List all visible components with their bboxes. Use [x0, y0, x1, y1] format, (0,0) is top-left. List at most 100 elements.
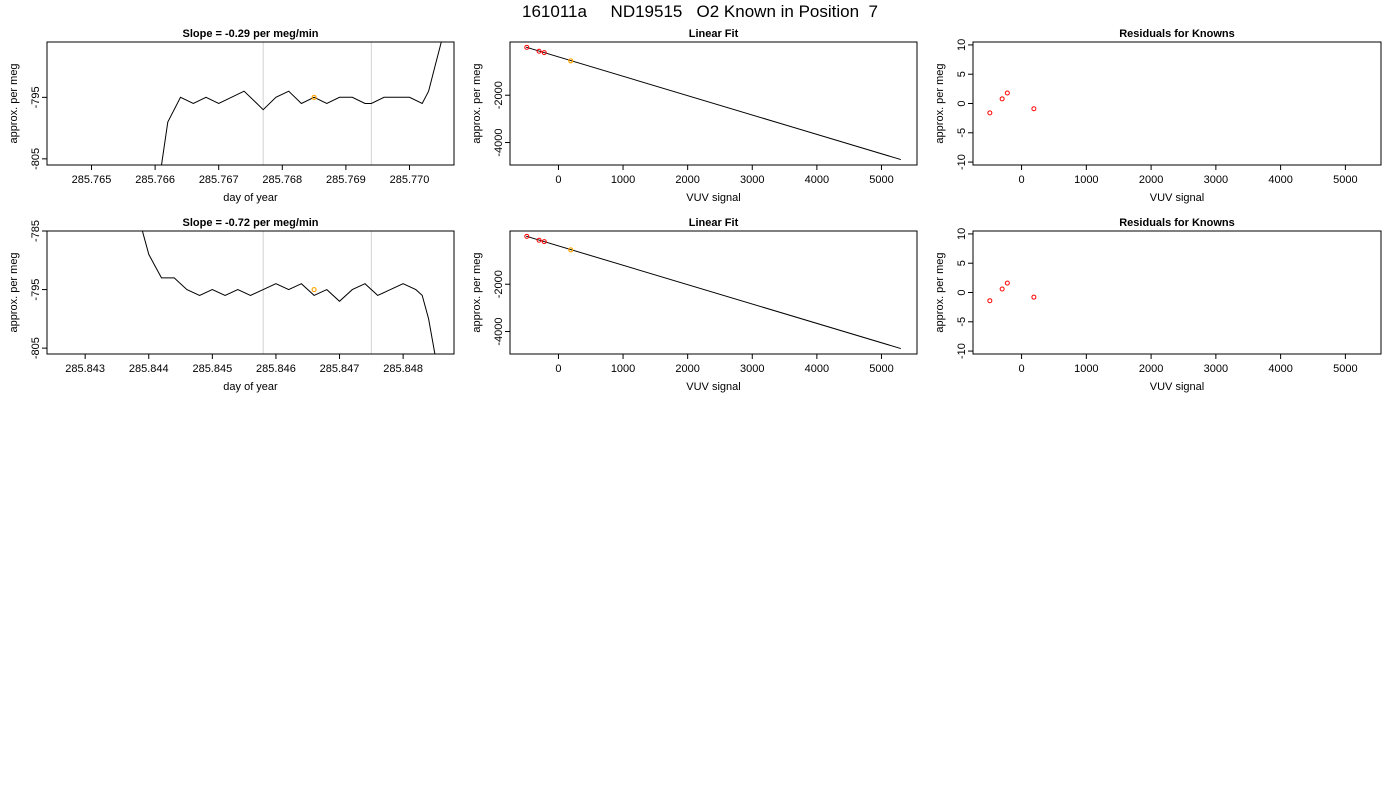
y-tick-label: -10 — [956, 154, 968, 170]
plot-data — [524, 44, 901, 161]
panel-row2-fit: Linear Fit 0 1000 2000 3000 4000 5000 -4000 -200… — [471, 217, 918, 393]
panel-title: Slope = -0.29 per meg/min — [182, 28, 318, 40]
highlight-point — [568, 247, 574, 253]
data-point — [1004, 280, 1010, 286]
panel-title: Residuals for Knowns — [1119, 217, 1235, 229]
x-tick-label: 0 — [555, 174, 561, 186]
plot-frame — [46, 230, 455, 355]
x-tick-label: 3000 — [740, 363, 764, 375]
y-axis-label: approx. per meg — [934, 63, 946, 143]
panel-row1-time: Slope = -0.29 per meg/min 285.765 285.766 2… — [8, 28, 455, 204]
x-tick-label: 2000 — [675, 174, 699, 186]
y-axis-label: approx. per meg — [8, 63, 20, 143]
panel-title: Linear Fit — [689, 217, 739, 229]
y-tick-label: -805 — [30, 337, 42, 359]
y-tick-label: -2000 — [493, 81, 505, 109]
x-tick-label: 285.846 — [256, 363, 296, 375]
data-point — [524, 44, 530, 50]
plot-data — [987, 90, 1037, 116]
y-tick-label: -5 — [956, 317, 968, 327]
x-tick-label: 3000 — [740, 174, 764, 186]
y-tick-label: 0 — [956, 289, 968, 295]
x-tick-label: 285.848 — [383, 363, 423, 375]
y-tick-label: 5 — [956, 71, 968, 77]
data-point — [999, 286, 1005, 292]
x-tick-label: 5000 — [869, 174, 893, 186]
plot-data — [141, 231, 436, 354]
y-tick-label: -5 — [956, 128, 968, 138]
plot-data — [524, 233, 901, 350]
y-tick-label: -4000 — [493, 317, 505, 345]
panel-title: Slope = -0.72 per meg/min — [182, 217, 318, 229]
x-tick-label: 2000 — [1139, 363, 1163, 375]
plot-data — [987, 280, 1037, 304]
x-tick-label: 4000 — [805, 363, 829, 375]
plot-frame — [972, 230, 1382, 355]
plot-frame — [972, 41, 1382, 166]
plot-data — [161, 42, 442, 165]
x-tick-label: 285.765 — [72, 174, 112, 186]
panel-row1-fit: Linear Fit 0 1000 2000 3000 4000 5000 -4000 -200… — [471, 28, 918, 204]
y-tick-label: 0 — [956, 100, 968, 106]
x-tick-label: 285.766 — [135, 174, 175, 186]
series-line — [141, 231, 436, 354]
y-tick-label: -2000 — [493, 270, 505, 298]
x-tick-label: 2000 — [1139, 174, 1163, 186]
y-tick-label: -10 — [956, 343, 968, 359]
x-tick-label: 4000 — [1268, 174, 1292, 186]
x-axis-label: VUV signal — [1150, 192, 1204, 204]
x-axis-label: day of year — [223, 381, 278, 393]
x-axis-label: VUV signal — [686, 192, 740, 204]
y-tick-label: 10 — [956, 39, 968, 51]
data-point — [987, 110, 993, 116]
y-tick-label: -795 — [30, 86, 42, 108]
x-tick-label: 1000 — [1074, 174, 1098, 186]
y-axis-label: approx. per meg — [471, 63, 483, 143]
plot-frame — [509, 230, 918, 355]
y-axis-label: approx. per meg — [934, 252, 946, 332]
x-tick-label: 3000 — [1204, 363, 1228, 375]
panel-title: Linear Fit — [689, 28, 739, 40]
x-tick-label: 285.844 — [129, 363, 169, 375]
x-tick-label: 3000 — [1204, 174, 1228, 186]
x-tick-label: 2000 — [675, 363, 699, 375]
x-tick-label: 285.769 — [326, 174, 366, 186]
x-axis-label: VUV signal — [1150, 381, 1204, 393]
data-point — [987, 298, 993, 304]
x-tick-label: 0 — [1019, 363, 1025, 375]
data-point — [524, 233, 530, 239]
data-point — [999, 96, 1005, 102]
highlight-point — [568, 58, 574, 64]
data-point — [541, 50, 547, 56]
series-line — [161, 42, 442, 165]
x-tick-label: 285.768 — [262, 174, 302, 186]
fit-line — [526, 46, 901, 161]
x-tick-label: 0 — [555, 363, 561, 375]
x-tick-label: 0 — [1019, 174, 1025, 186]
x-axis-label: day of year — [223, 192, 278, 204]
y-tick-label: -805 — [30, 148, 42, 170]
y-tick-label: -4000 — [493, 128, 505, 156]
panel-row1-resid: Residuals for Knowns 0 1000 2000 3000 4000 500… — [934, 28, 1382, 204]
x-tick-label: 4000 — [1268, 363, 1292, 375]
data-point — [1031, 294, 1037, 300]
plot-frame — [509, 41, 918, 166]
page-title: 161011a ND19515 O2 Known in Position 7 — [522, 2, 878, 21]
y-tick-label: 10 — [956, 228, 968, 240]
y-tick-label: 5 — [956, 260, 968, 266]
x-tick-label: 5000 — [1333, 174, 1357, 186]
fit-line — [526, 235, 901, 350]
x-tick-label: 285.770 — [390, 174, 430, 186]
x-tick-label: 285.847 — [320, 363, 360, 375]
x-tick-label: 5000 — [869, 363, 893, 375]
x-tick-label: 1000 — [1074, 363, 1098, 375]
data-point — [1004, 90, 1010, 96]
data-point — [536, 48, 542, 54]
x-tick-label: 1000 — [611, 363, 635, 375]
x-axis-label: VUV signal — [686, 381, 740, 393]
data-point — [536, 237, 542, 243]
panel-row2-resid: Residuals for Knowns 0 1000 2000 3000 4000 500… — [934, 217, 1382, 393]
highlight-point — [311, 94, 317, 100]
x-tick-label: 285.843 — [65, 363, 105, 375]
y-tick-label: -795 — [30, 279, 42, 301]
